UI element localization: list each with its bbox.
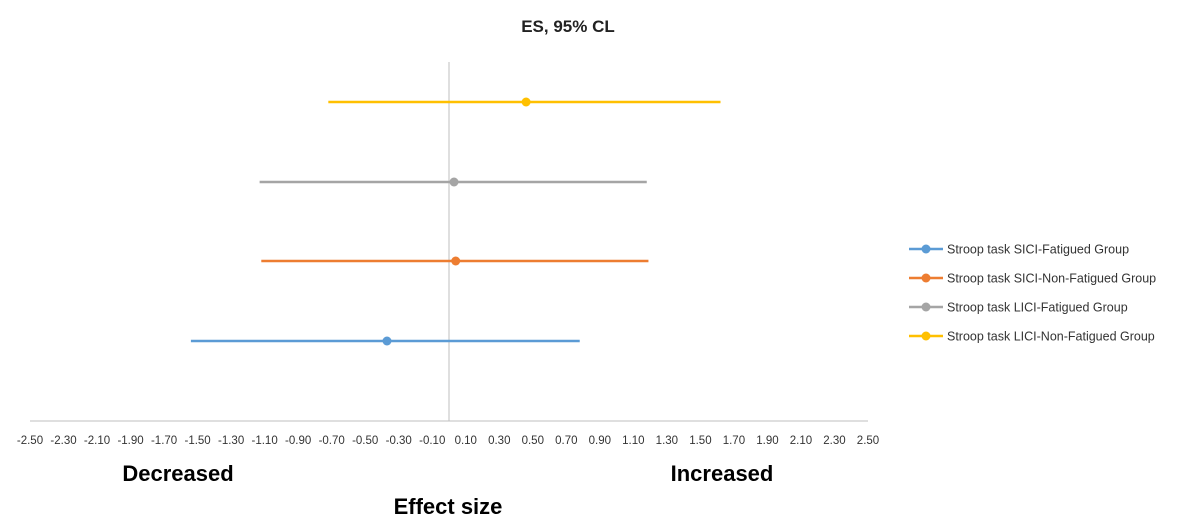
effect-size-point xyxy=(521,97,531,107)
legend-swatch-marker xyxy=(921,244,931,254)
x-tick-label: 0.10 xyxy=(455,435,477,447)
x-tick-label: 0.30 xyxy=(488,435,510,447)
x-tick-label: 1.50 xyxy=(689,435,711,447)
x-tick-label: -0.10 xyxy=(419,435,445,447)
legend: Stroop task SICI-Fatigued Group Stroop ta… xyxy=(909,243,1156,344)
x-tick-label: -0.50 xyxy=(352,435,378,447)
legend-swatch-marker xyxy=(921,273,931,283)
x-tick-label: 2.10 xyxy=(790,435,812,447)
legend-item: Stroop task LICI-Fatigued Group xyxy=(909,301,1128,315)
effect-size-point xyxy=(449,177,459,187)
legend-label: Stroop task SICI-Fatigued Group xyxy=(947,243,1129,257)
x-tick-label: -1.90 xyxy=(117,435,143,447)
x-tick-label: -0.70 xyxy=(319,435,345,447)
x-tick-label: 1.70 xyxy=(723,435,745,447)
x-tick-label: -1.70 xyxy=(151,435,177,447)
decreased-annotation: Decreased xyxy=(122,461,233,486)
effect-size-point xyxy=(382,336,392,346)
x-tick-label: 2.30 xyxy=(823,435,845,447)
series-4 xyxy=(328,97,721,107)
x-tick-label: 0.90 xyxy=(589,435,611,447)
increased-annotation: Increased xyxy=(671,461,774,486)
x-tick-label: -1.50 xyxy=(184,435,210,447)
x-tick-label: 1.90 xyxy=(756,435,778,447)
legend-label: Stroop task LICI-Non-Fatigued Group xyxy=(947,330,1155,344)
legend-swatch-marker xyxy=(921,331,931,341)
x-tick-label: -2.50 xyxy=(17,435,43,447)
series-layer xyxy=(190,97,721,346)
series-1 xyxy=(190,336,580,346)
x-tick-label: 1.10 xyxy=(622,435,644,447)
legend-label: Stroop task LICI-Fatigued Group xyxy=(947,301,1128,315)
legend-item: Stroop task SICI-Fatigued Group xyxy=(909,243,1129,257)
legend-item: Stroop task SICI-Non-Fatigued Group xyxy=(909,272,1156,286)
x-tick-label: -1.10 xyxy=(252,435,278,447)
x-tick-label: 0.70 xyxy=(555,435,577,447)
series-3 xyxy=(259,177,647,187)
legend-swatch-marker xyxy=(921,302,931,312)
x-tick-label: -0.90 xyxy=(285,435,311,447)
x-tick-label: -0.30 xyxy=(386,435,412,447)
legend-item: Stroop task LICI-Non-Fatigued Group xyxy=(909,330,1155,344)
x-axis-title: Effect size xyxy=(394,494,503,518)
x-tick-label: -2.30 xyxy=(50,435,76,447)
x-tick-labels: -2.50 -2.30 -2.10 -1.90 -1.70 -1.50 -1.30 -1.10… xyxy=(17,435,879,447)
chart-title: ES, 95% CL xyxy=(521,17,615,36)
legend-label: Stroop task SICI-Non-Fatigued Group xyxy=(947,272,1156,286)
x-tick-label: -2.10 xyxy=(84,435,110,447)
x-tick-label: 1.30 xyxy=(656,435,678,447)
x-tick-label: 0.50 xyxy=(522,435,544,447)
series-2 xyxy=(261,256,649,266)
x-tick-label: -1.30 xyxy=(218,435,244,447)
x-tick-label: 2.50 xyxy=(857,435,879,447)
effect-size-point xyxy=(451,256,461,266)
